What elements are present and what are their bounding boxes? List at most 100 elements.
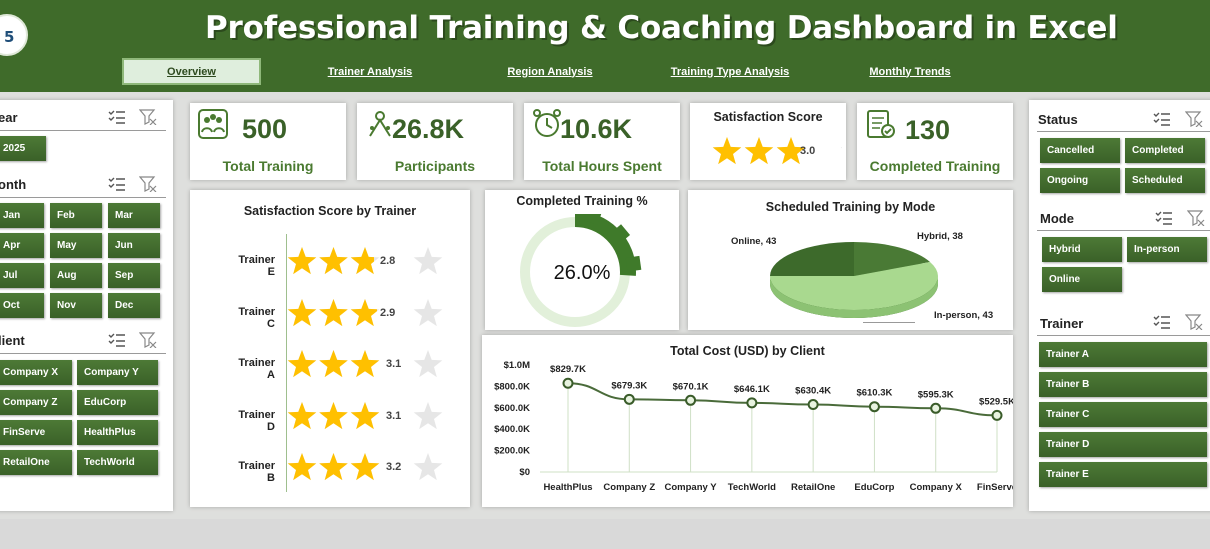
slicer-month-apr[interactable]: Apr xyxy=(0,233,44,258)
x-tick-label: HealthPlus xyxy=(543,482,592,493)
slicer-client-company-x[interactable]: Company X xyxy=(0,360,72,385)
data-label: $646.1K xyxy=(734,384,770,395)
slicer-month-jul[interactable]: Jul xyxy=(0,263,44,288)
slicer-month-dec[interactable]: Dec xyxy=(108,293,160,318)
rating-star xyxy=(413,453,443,481)
leader-line xyxy=(863,322,915,323)
slicer-status-cancelled[interactable]: Cancelled xyxy=(1040,138,1120,163)
multi-select-icon[interactable] xyxy=(108,176,126,192)
data-point xyxy=(746,397,758,409)
month-slicer-title: onth xyxy=(0,177,27,192)
mode-pie xyxy=(770,242,938,318)
slicer-trainer-c[interactable]: Trainer C xyxy=(1039,402,1207,427)
slicer-month-jun[interactable]: Jun xyxy=(108,233,160,258)
clear-filter-icon[interactable] xyxy=(139,109,157,125)
tab-trainer-analysis[interactable]: Trainer Analysis xyxy=(327,65,413,78)
kpi-total-training: 500 Total Training xyxy=(190,103,346,180)
slicer-status-ongoing[interactable]: Ongoing xyxy=(1040,168,1120,193)
slicer-month-nov[interactable]: Nov xyxy=(50,293,102,318)
multi-select-icon[interactable] xyxy=(108,109,126,125)
checklist-icon xyxy=(867,110,895,138)
chart-title: Satisfaction Score by Trainer xyxy=(243,204,417,218)
chart-satisfaction-by-trainer: Satisfaction Score by Trainer Trainer E 2… xyxy=(190,190,470,507)
participants-icon xyxy=(369,111,391,137)
trainer-axis-label: Trainer C xyxy=(238,305,275,330)
clear-filter-icon[interactable] xyxy=(139,176,157,192)
rating-star xyxy=(413,247,443,275)
pie-slice-hybrid xyxy=(854,242,930,276)
chart-title: Completed Training % xyxy=(516,194,648,208)
slicer-client-healthplus[interactable]: HealthPlus xyxy=(77,420,158,445)
tab-overview[interactable]: Overview xyxy=(122,58,261,85)
multi-select-icon[interactable] xyxy=(108,332,126,348)
slicer-client-finserve[interactable]: FinServe xyxy=(0,420,72,445)
clear-filter-icon[interactable] xyxy=(1185,111,1203,127)
data-point xyxy=(685,394,697,406)
data-label: $679.3K xyxy=(611,380,647,391)
kpi-total-hours: 10.6K Total Hours Spent xyxy=(524,103,680,180)
slicer-client-company-y[interactable]: Company Y xyxy=(77,360,158,385)
clear-filter-icon[interactable] xyxy=(139,332,157,348)
slicer-client-techworld[interactable]: TechWorld xyxy=(77,450,158,475)
y-tick-label: $0 xyxy=(519,467,530,478)
slicer-client-retailone[interactable]: RetailOne xyxy=(0,450,72,475)
data-point xyxy=(868,401,880,413)
rating-star xyxy=(350,401,380,429)
rating-star xyxy=(776,137,806,165)
chart-completed-training-pct: Completed Training % 26.0% xyxy=(485,190,679,330)
pie-slice-online xyxy=(770,242,854,276)
slicer-month-oct[interactable]: Oct xyxy=(0,293,44,318)
tab-region-analysis[interactable]: Region Analysis xyxy=(507,65,593,78)
slicer-month-feb[interactable]: Feb xyxy=(50,203,102,228)
slicer-mode-online[interactable]: Online xyxy=(1042,267,1122,292)
data-label: $829.7K xyxy=(550,364,586,375)
x-tick-label: Company Y xyxy=(665,482,718,493)
rating-star xyxy=(840,147,842,149)
tab-monthly-trends[interactable]: Monthly Trends xyxy=(869,65,951,78)
tab-training-type-analysis[interactable]: Training Type Analysis xyxy=(670,65,790,78)
slicer-trainer-a[interactable]: Trainer A xyxy=(1039,342,1207,367)
slicer-status-completed[interactable]: Completed xyxy=(1125,138,1205,163)
slicer-trainer-e[interactable]: Trainer E xyxy=(1039,462,1207,487)
divider xyxy=(1037,131,1210,132)
mode-slicer-title: Mode xyxy=(1040,211,1074,226)
slicer-trainer-d[interactable]: Trainer D xyxy=(1039,432,1207,457)
kpi-label: Participants xyxy=(394,158,476,174)
slicer-month-jan[interactable]: Jan xyxy=(0,203,44,228)
trainer-axis-label: Trainer D xyxy=(238,408,275,433)
trainer-axis-label: Trainer B xyxy=(238,460,275,484)
slicer-mode-hybrid[interactable]: Hybrid xyxy=(1042,237,1122,262)
slicer-month-may[interactable]: May xyxy=(50,233,102,258)
slicer-year-2025[interactable]: 2025 xyxy=(0,136,46,161)
pie-slice-in-person xyxy=(770,262,938,310)
kpi-satisfaction-score: Satisfaction Score 3.0 xyxy=(690,103,846,180)
donut-gear-tooth xyxy=(625,255,642,272)
rating-star xyxy=(413,298,443,326)
slicer-month-aug[interactable]: Aug xyxy=(50,263,102,288)
trainer-score-label: 2.9 xyxy=(380,306,396,319)
slicer-client-educorp[interactable]: EduCorp xyxy=(77,390,158,415)
y-tick-label: $800.0K xyxy=(494,381,530,392)
slicer-status-scheduled[interactable]: Scheduled xyxy=(1125,168,1205,193)
slicer-month-sep[interactable]: Sep xyxy=(108,263,160,288)
multi-select-icon[interactable] xyxy=(1153,314,1171,330)
slicer-trainer-b[interactable]: Trainer B xyxy=(1039,372,1207,397)
slicer-month-mar[interactable]: Mar xyxy=(108,203,160,228)
slicer-mode-in-person[interactable]: In-person xyxy=(1127,237,1207,262)
trainer-score-label: 3.2 xyxy=(386,461,402,473)
x-tick-label: TechWorld xyxy=(728,482,776,493)
clear-filter-icon[interactable] xyxy=(1187,210,1205,226)
kpi-completed-training: 130 Completed Training xyxy=(857,103,1013,180)
multi-select-icon[interactable] xyxy=(1155,210,1173,226)
multi-select-icon[interactable] xyxy=(1153,111,1171,127)
axis-line xyxy=(286,234,287,492)
rating-star xyxy=(350,453,380,481)
rating-star xyxy=(350,298,380,326)
divider xyxy=(1037,335,1210,336)
kpi-value: 3.0 xyxy=(800,145,816,157)
rating-star xyxy=(319,298,348,326)
rating-star xyxy=(744,137,774,165)
x-tick-label: RetailOne xyxy=(791,482,835,493)
slicer-client-company-z[interactable]: Company Z xyxy=(0,390,72,415)
clear-filter-icon[interactable] xyxy=(1185,314,1203,330)
